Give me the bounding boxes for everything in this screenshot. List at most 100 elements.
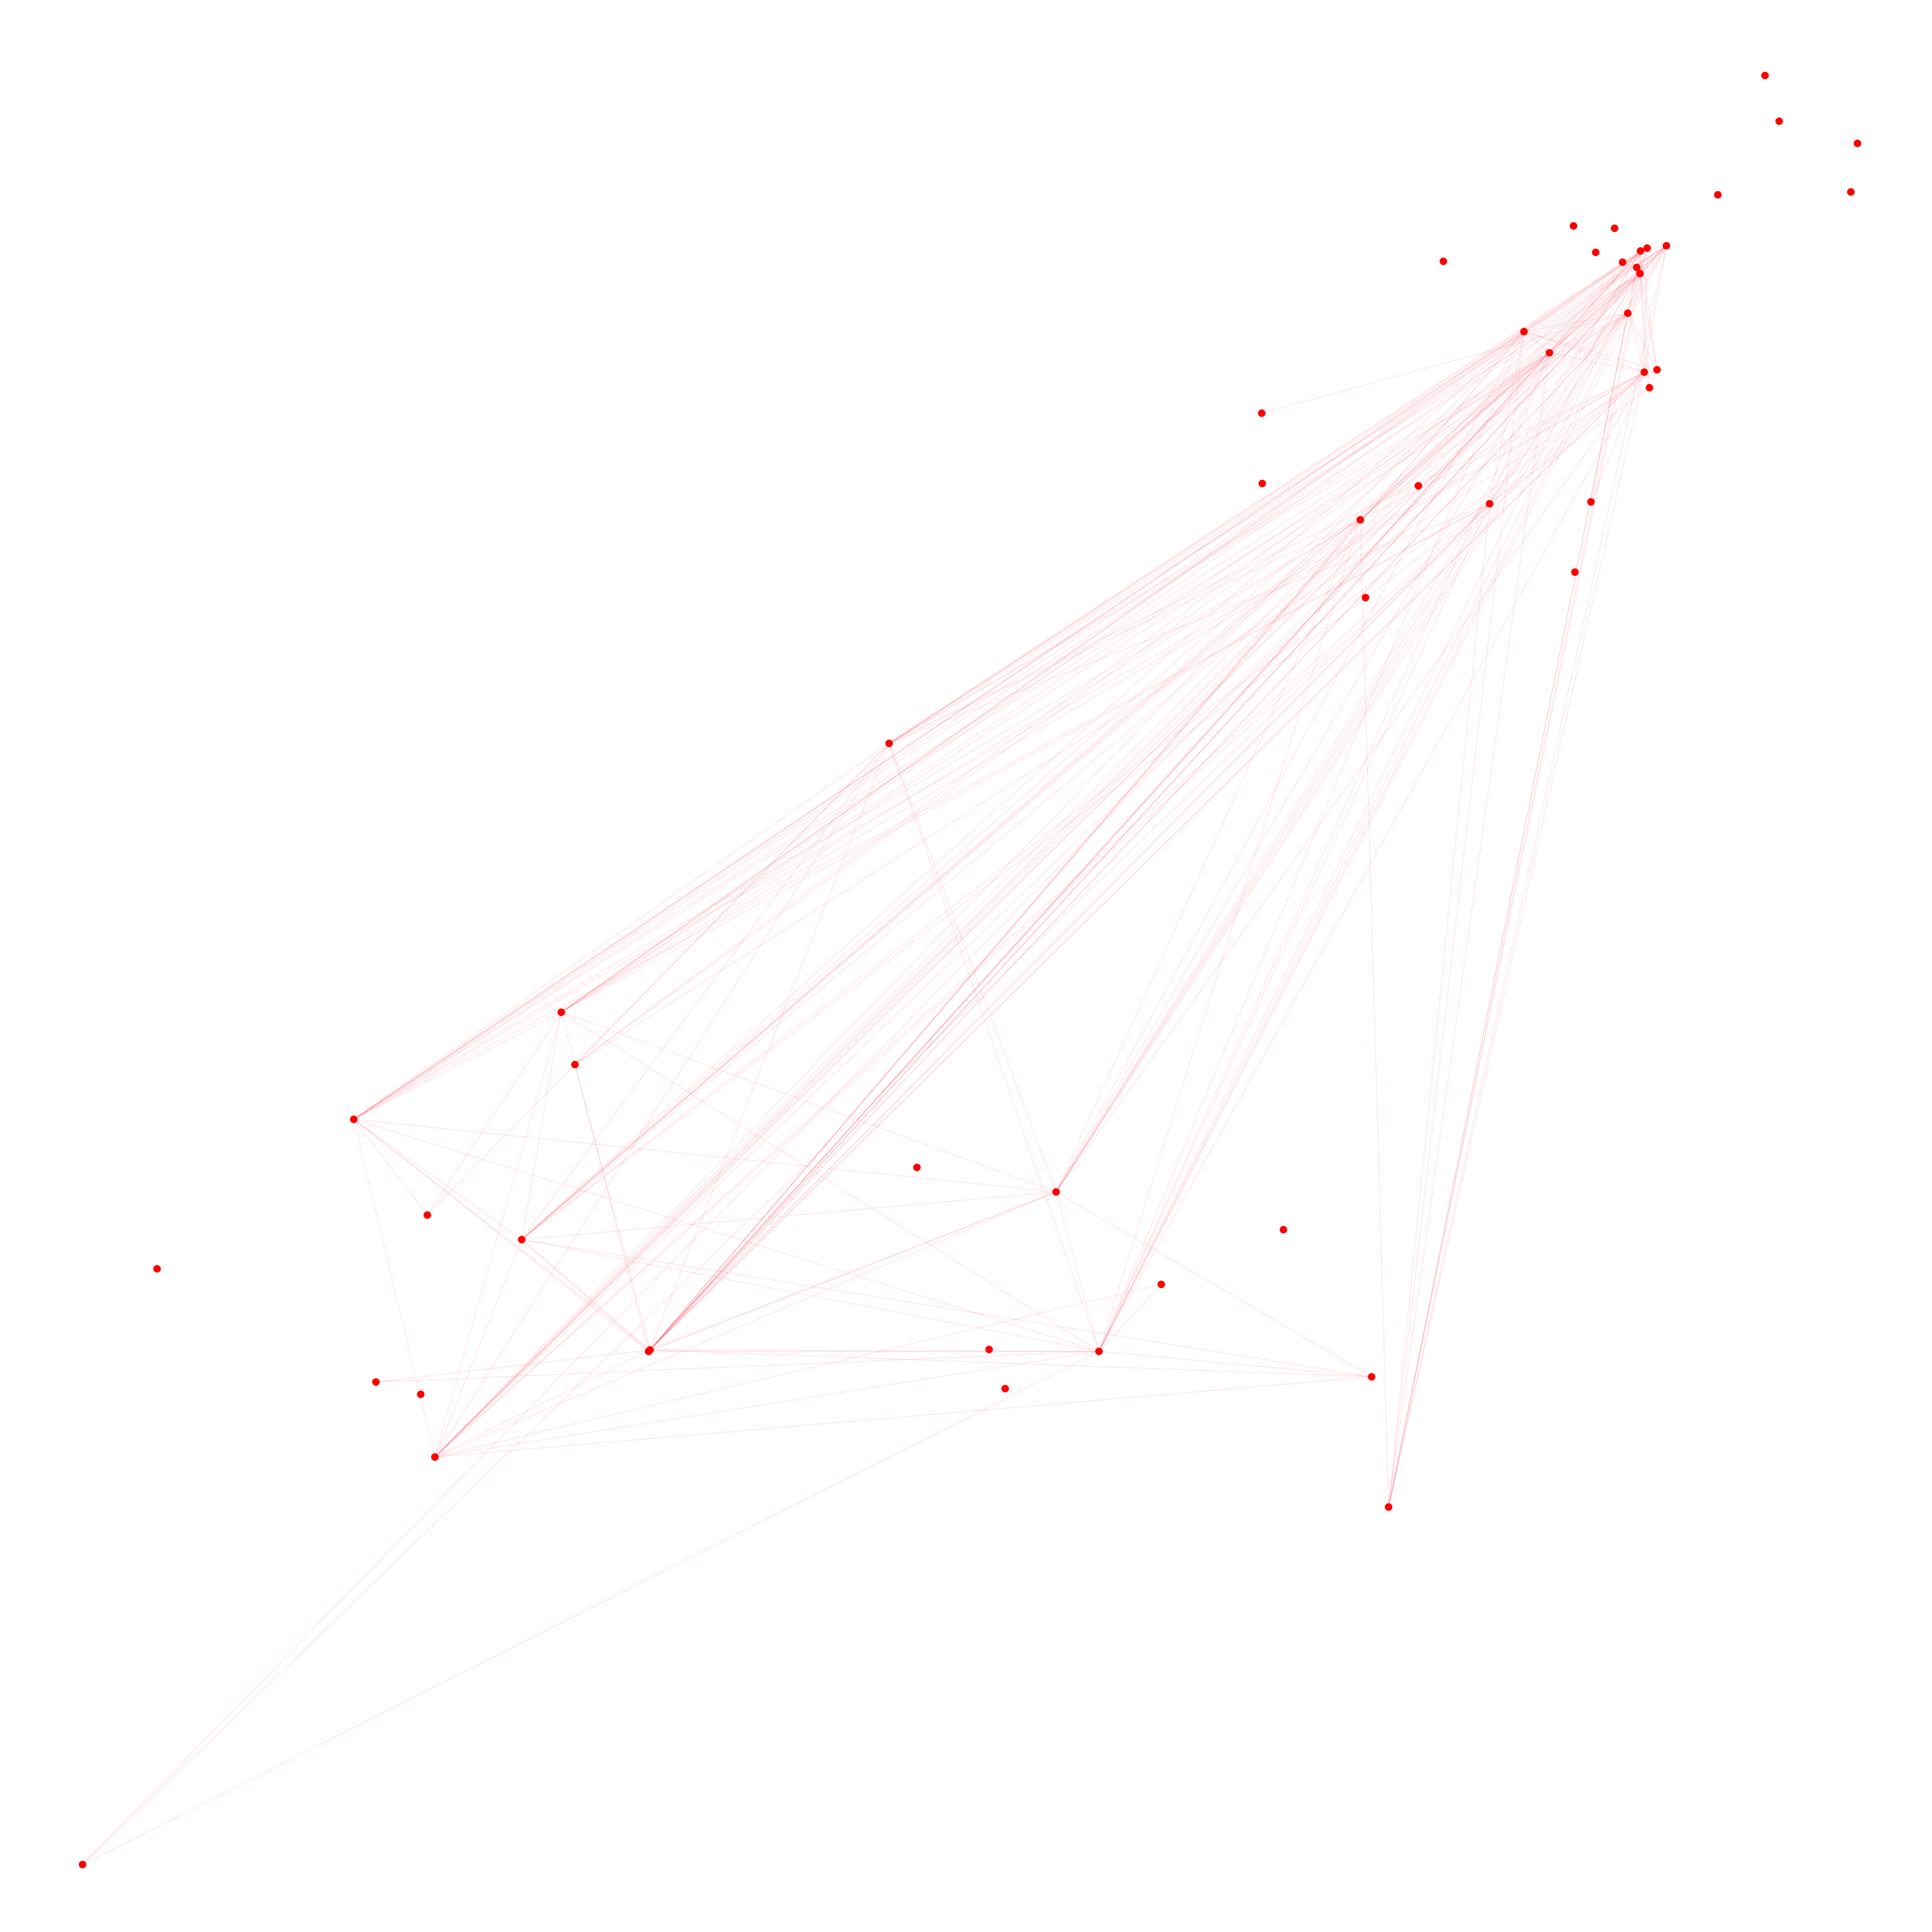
graph-edge xyxy=(521,519,1361,1240)
graph-edge xyxy=(650,1349,1372,1377)
graph-edge xyxy=(434,1349,650,1457)
graph-edge xyxy=(1056,1191,1372,1377)
graph-edge xyxy=(648,352,1550,1352)
graph-edge xyxy=(648,250,1641,1352)
graph-edge xyxy=(1388,248,1648,1507)
graph-node xyxy=(913,1164,921,1171)
graph-edge xyxy=(889,273,1641,744)
graph-edge xyxy=(1056,331,1524,1192)
graph-node xyxy=(1571,568,1579,576)
graph-node xyxy=(1592,249,1599,256)
edge-layer xyxy=(82,245,1667,1865)
graph-edge xyxy=(889,331,1524,744)
graph-edge xyxy=(1627,245,1667,314)
graph-edge xyxy=(1360,245,1667,520)
graph-edge xyxy=(1627,273,1641,314)
graph-edge xyxy=(1524,331,1550,353)
graph-edge xyxy=(1056,503,1490,1192)
graph-node xyxy=(558,1008,565,1016)
graph-edge xyxy=(1549,313,1628,353)
graph-edge xyxy=(889,743,1057,1192)
graph-edge xyxy=(434,273,1641,1457)
graph-edge xyxy=(353,1119,1057,1192)
graph-edge xyxy=(889,743,1099,1352)
graph-node xyxy=(1646,384,1653,391)
graph-edge xyxy=(889,503,1490,744)
graph-node xyxy=(1362,594,1369,601)
graph-node xyxy=(1052,1188,1060,1196)
graph-edge xyxy=(1099,372,1645,1352)
graph-edge xyxy=(648,503,1490,1352)
graph-node xyxy=(985,1346,993,1353)
graph-edge xyxy=(1549,250,1641,353)
graph-edge xyxy=(353,1119,428,1216)
graph-edge xyxy=(353,743,890,1120)
graph-node xyxy=(1158,1281,1165,1288)
graph-edge xyxy=(353,1119,650,1350)
graph-edge xyxy=(434,1012,562,1457)
graph-edge xyxy=(1549,352,1645,373)
graph-edge xyxy=(521,503,1490,1240)
graph-edge xyxy=(1524,245,1667,332)
graph-edge xyxy=(434,245,1667,1457)
graph-edge xyxy=(521,313,1628,1240)
graph-edge xyxy=(575,743,890,1065)
graph-edge xyxy=(561,1012,1057,1192)
graph-edge xyxy=(521,372,1645,1240)
graph-edge xyxy=(561,313,1628,1013)
graph-node xyxy=(1714,191,1722,199)
graph-edge xyxy=(650,743,890,1350)
graph-edge xyxy=(1640,245,1667,274)
graph-node xyxy=(1570,222,1577,230)
graph-edge xyxy=(650,1191,1057,1350)
graph-node xyxy=(518,1236,525,1243)
graph-edge xyxy=(521,331,1524,1240)
graph-edge xyxy=(375,1351,1099,1382)
graph-edge xyxy=(1056,352,1550,1192)
graph-node xyxy=(1636,270,1644,277)
graph-edge xyxy=(434,331,1524,1457)
graph-node xyxy=(1611,225,1618,232)
graph-node xyxy=(431,1453,439,1461)
graph-node xyxy=(1280,1226,1287,1233)
graph-edge xyxy=(353,1012,562,1120)
graph-edge xyxy=(650,503,1490,1350)
graph-edge xyxy=(1360,248,1648,520)
graph-node xyxy=(1653,366,1661,374)
graph-edge xyxy=(521,1012,562,1240)
graph-edge xyxy=(1360,372,1645,520)
graph-edge xyxy=(1388,352,1550,1507)
graph-edge xyxy=(353,331,1524,1120)
graph-node xyxy=(1385,1503,1392,1511)
graph-edge xyxy=(434,372,1645,1457)
graph-edge xyxy=(434,313,1628,1457)
graph-edge xyxy=(561,519,1361,1013)
graph-edge xyxy=(1524,331,1645,373)
graph-edge xyxy=(561,248,1648,1013)
graph-edge xyxy=(1489,313,1628,504)
graph-edge xyxy=(889,250,1641,744)
graph-edge xyxy=(521,1239,649,1352)
graph-edge xyxy=(434,352,1550,1457)
graph-edge xyxy=(1489,372,1645,504)
graph-node xyxy=(1520,328,1528,335)
graph-node xyxy=(1258,409,1266,417)
graph-edge xyxy=(521,250,1641,1240)
graph-node xyxy=(417,1391,425,1398)
graph-edge xyxy=(82,503,1490,1865)
graph-edge xyxy=(1524,331,1657,370)
graph-edge xyxy=(521,1239,1372,1377)
graph-edge xyxy=(1388,273,1641,1507)
graph-edge xyxy=(1099,273,1641,1352)
graph-edge xyxy=(575,1064,649,1352)
graph-node xyxy=(1357,516,1364,524)
graph-edge xyxy=(1099,250,1641,1352)
graph-edge xyxy=(434,1351,1099,1457)
graph-edge xyxy=(561,372,1645,1013)
graph-edge xyxy=(1056,250,1641,1192)
graph-edge xyxy=(1360,352,1550,520)
graph-node xyxy=(1486,500,1493,508)
graph-edge xyxy=(427,743,890,1216)
graph-node xyxy=(1095,1348,1103,1355)
